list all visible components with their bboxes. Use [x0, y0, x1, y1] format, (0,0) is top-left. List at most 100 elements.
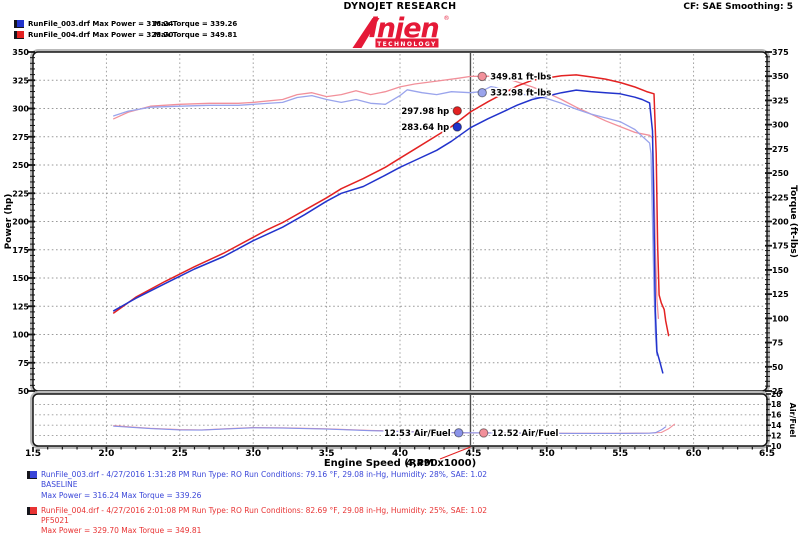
svg-text:3.0: 3.0: [245, 449, 261, 459]
legend-swatch-run003: [14, 20, 24, 28]
run003-max-values: Max Power = 316.24 Max Torque = 339.26: [41, 490, 202, 500]
svg-text:6.5: 6.5: [759, 449, 775, 459]
injen-logo-slash: [351, 18, 379, 48]
svg-text:375: 375: [772, 48, 789, 57]
svg-text:325: 325: [772, 96, 789, 105]
technology-bar: [374, 38, 438, 48]
svg-text:225: 225: [772, 193, 789, 202]
svg-text:350: 350: [12, 48, 29, 57]
svg-text:300: 300: [12, 105, 29, 114]
run004-conditions: RunFile_004.drf - 4/27/2016 2:01:08 PM R…: [41, 505, 488, 515]
svg-text:250: 250: [12, 161, 29, 170]
svg-text:350: 350: [772, 72, 789, 81]
svg-text:6.0: 6.0: [686, 449, 702, 459]
run004-max-values: Max Power = 329.70 Max Torque = 349.81: [41, 526, 202, 534]
svg-text:200: 200: [12, 218, 29, 227]
run-info-swatch-run003: [27, 471, 37, 479]
injen-logo: injen ® TECHNOLOGY: [351, 13, 449, 48]
svg-text:283.64 hp: 283.64 hp: [401, 123, 449, 133]
annotation-af-12.53: [454, 428, 464, 438]
svg-text:14: 14: [771, 421, 781, 430]
svg-text:225: 225: [12, 189, 29, 198]
run003-airfuel-curve: [113, 425, 667, 434]
svg-text:349.81 ft-lbs: 349.81 ft-lbs: [490, 72, 551, 82]
legend-torque-run003: Max Torque = 339.26: [154, 20, 238, 28]
svg-text:175: 175: [12, 246, 29, 255]
run-info-footer: RunFile_003.drf - 4/27/2016 1:31:28 PM R…: [27, 470, 487, 534]
svg-text:12: 12: [771, 431, 781, 440]
power-axis-title: Power (hp): [4, 194, 14, 250]
dynojet-title: DYNOJET RESEARCH: [343, 1, 457, 12]
x-axis-title: Engine Speed (RPM x1000): [324, 458, 476, 469]
svg-text:100: 100: [12, 331, 29, 340]
svg-text:4.0: 4.0: [392, 449, 408, 459]
svg-text:250: 250: [772, 169, 789, 178]
svg-text:150: 150: [12, 274, 29, 283]
svg-text:3.5: 3.5: [319, 449, 335, 459]
run003-power-curve: [112, 89, 664, 374]
annotation-af-12.52: [478, 428, 489, 438]
svg-text:150: 150: [772, 266, 789, 275]
run003-note: BASELINE: [41, 480, 78, 490]
cursor-rpm-readout: 4,490: [406, 458, 438, 469]
run-info-swatch-run004: [27, 506, 37, 515]
cursor[interactable]: [439, 53, 472, 460]
torque-axis-title: Torque (ft-lbs): [788, 185, 798, 258]
run003-torque-curve: [113, 85, 658, 356]
airfuel-axis-title: Air/Fuel: [788, 403, 797, 438]
annotation-tq-332.98: [477, 87, 487, 98]
svg-text:50: 50: [772, 363, 784, 372]
svg-text:325: 325: [12, 76, 29, 85]
svg-text:5.5: 5.5: [612, 449, 628, 459]
legend-power-run003: RunFile_003.drf Max Power = 316.24: [28, 20, 174, 28]
svg-text:10: 10: [771, 442, 781, 451]
cf-smoothing-setting: CF: SAE Smoothing: 5: [683, 2, 793, 12]
injen-logo-mark: ®: [443, 15, 449, 22]
axis-ticks: [28, 51, 772, 452]
svg-text:12.53 Air/Fuel: 12.53 Air/Fuel: [384, 429, 451, 439]
svg-text:4.5: 4.5: [465, 449, 481, 459]
svg-text:5.0: 5.0: [539, 449, 555, 459]
legend: RunFile_003.drf Max Power = 316.24 Max T…: [14, 19, 237, 41]
annotation-tq-349.81: [477, 71, 487, 82]
svg-text:300: 300: [772, 121, 789, 130]
svg-text:18: 18: [771, 400, 781, 409]
annotation-hp-283.64: [452, 122, 462, 132]
svg-text:125: 125: [12, 302, 29, 311]
run003-conditions: RunFile_003.drf - 4/27/2016 1:31:28 PM R…: [41, 470, 488, 479]
annotation-hp-297.98: [452, 106, 462, 116]
legend-swatch-run004: [14, 31, 24, 39]
brand-header: DYNOJET RESEARCH injen ® TECHNOLOGY: [343, 1, 456, 54]
run-info-run004: RunFile_004.drf - 4/27/2016 2:01:08 PM R…: [27, 506, 487, 534]
svg-text:1.5: 1.5: [25, 449, 41, 459]
svg-text:2.5: 2.5: [172, 449, 188, 459]
svg-text:25: 25: [772, 387, 784, 396]
svg-text:75: 75: [18, 359, 30, 368]
svg-text:275: 275: [12, 133, 29, 142]
legend-row-run004: RunFile_004.drf Max Power = 329.70 Max T…: [14, 30, 237, 40]
legend-power-run004: RunFile_004.drf Max Power = 329.70: [28, 31, 174, 39]
run004-power-curve: [112, 74, 670, 337]
svg-text:175: 175: [772, 242, 789, 251]
technology-text: TECHNOLOGY: [377, 41, 437, 48]
cursor-leader-line: [439, 446, 471, 460]
svg-text:332.98 ft-lbs: 332.98 ft-lbs: [490, 89, 551, 99]
legend-row-run003: RunFile_003.drf Max Power = 316.24 Max T…: [14, 19, 237, 29]
svg-text:20: 20: [771, 390, 781, 399]
run004-torque-curve: [113, 75, 660, 320]
svg-text:50: 50: [18, 387, 30, 396]
svg-text:100: 100: [772, 314, 789, 323]
svg-text:200: 200: [772, 218, 789, 227]
svg-text:275: 275: [772, 145, 789, 154]
legend-torque-run004: Max Torque = 349.81: [154, 31, 238, 39]
svg-text:16: 16: [771, 411, 781, 420]
svg-text:75: 75: [772, 339, 784, 348]
svg-text:297.98 hp: 297.98 hp: [401, 107, 449, 117]
svg-text:125: 125: [772, 290, 789, 299]
run-info-run003: RunFile_003.drf - 4/27/2016 1:31:28 PM R…: [27, 470, 487, 501]
svg-text:12.52 Air/Fuel: 12.52 Air/Fuel: [492, 429, 559, 439]
run004-note: PF5021: [41, 516, 69, 526]
svg-text:2.0: 2.0: [98, 449, 114, 459]
